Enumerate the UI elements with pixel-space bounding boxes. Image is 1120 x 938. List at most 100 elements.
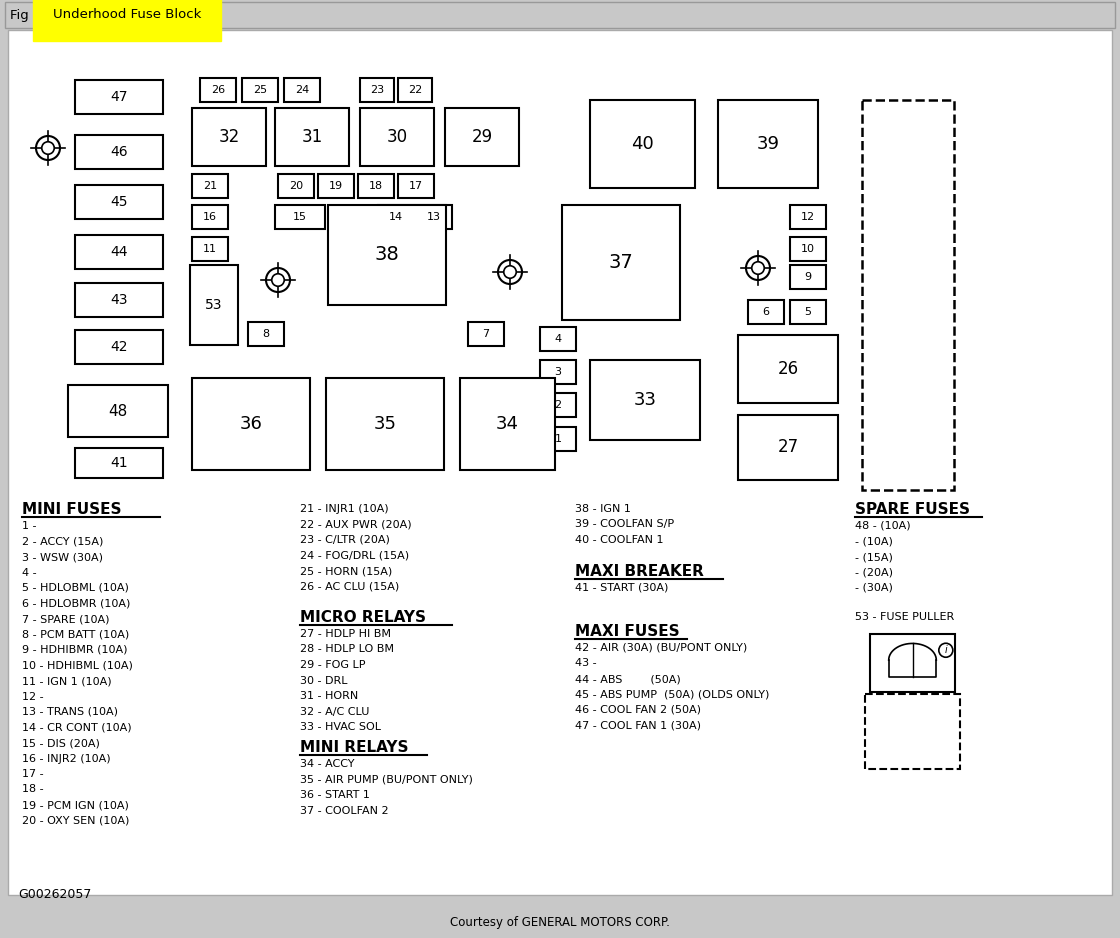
Bar	[276, 108, 349, 166]
Text: 47 - COOL FAN 1 (30A): 47 - COOL FAN 1 (30A)	[575, 720, 701, 731]
Text: 26 - AC CLU (15A): 26 - AC CLU (15A)	[300, 582, 399, 592]
Text: 9 - HDHIBMR (10A): 9 - HDHIBMR (10A)	[22, 645, 128, 655]
Text: 32 - A/C CLU: 32 - A/C CLU	[300, 706, 370, 717]
Text: 35 - AIR PUMP (BU/PONT ONLY): 35 - AIR PUMP (BU/PONT ONLY)	[300, 775, 473, 784]
Bar	[68, 385, 168, 437]
Text: 43 -: 43 -	[575, 658, 597, 669]
Text: 39 - COOLFAN S/P: 39 - COOLFAN S/P	[575, 520, 674, 529]
Text: 19 - PCM IGN (10A): 19 - PCM IGN (10A)	[22, 800, 129, 810]
Text: 26: 26	[211, 85, 225, 95]
Bar	[358, 174, 394, 198]
Bar	[398, 78, 432, 102]
Bar	[192, 378, 310, 470]
Bar	[278, 174, 314, 198]
Text: MICRO RELAYS: MICRO RELAYS	[300, 610, 426, 625]
Bar	[242, 78, 278, 102]
Text: 26: 26	[777, 360, 799, 378]
Text: Courtesy of GENERAL MOTORS CORP.: Courtesy of GENERAL MOTORS CORP.	[450, 916, 670, 929]
Text: SPARE FUSES: SPARE FUSES	[855, 502, 970, 517]
Bar	[590, 360, 700, 440]
Text: 24: 24	[295, 85, 309, 95]
Bar	[445, 108, 519, 166]
Bar	[75, 80, 164, 114]
Text: 37: 37	[608, 253, 634, 272]
Circle shape	[939, 643, 953, 658]
Circle shape	[272, 274, 284, 286]
Text: 40: 40	[632, 135, 654, 153]
Bar	[748, 300, 784, 324]
Text: 15 - DIS (20A): 15 - DIS (20A)	[22, 738, 100, 748]
Text: 2: 2	[554, 400, 561, 410]
Bar	[318, 174, 354, 198]
Text: 22: 22	[408, 85, 422, 95]
Text: 3 - WSW (30A): 3 - WSW (30A)	[22, 552, 103, 562]
Text: 13: 13	[427, 212, 441, 222]
Bar	[540, 393, 576, 417]
Bar	[192, 205, 228, 229]
Bar	[75, 185, 164, 219]
Text: 22 - AUX PWR (20A): 22 - AUX PWR (20A)	[300, 520, 412, 529]
Text: 11 - IGN 1 (10A): 11 - IGN 1 (10A)	[22, 676, 112, 686]
Bar	[718, 100, 818, 188]
Bar	[360, 78, 394, 102]
Bar	[360, 108, 435, 166]
Text: 31 - HORN: 31 - HORN	[300, 691, 358, 701]
Text: 33: 33	[634, 391, 656, 409]
Text: 2 - ACCY (15A): 2 - ACCY (15A)	[22, 537, 103, 547]
Text: 8 - PCM BATT (10A): 8 - PCM BATT (10A)	[22, 629, 129, 640]
FancyBboxPatch shape	[10, 46, 970, 502]
Text: - (30A): - (30A)	[855, 583, 893, 593]
Text: - (20A): - (20A)	[855, 567, 893, 578]
Bar	[562, 205, 680, 320]
Text: 40 - COOLFAN 1: 40 - COOLFAN 1	[575, 535, 663, 545]
Text: 30: 30	[386, 128, 408, 146]
Bar	[75, 448, 164, 478]
Bar	[75, 135, 164, 169]
Text: 31: 31	[301, 128, 323, 146]
Bar	[398, 174, 435, 198]
Text: 5: 5	[804, 307, 812, 317]
Text: 28 - HDLP LO BM: 28 - HDLP LO BM	[300, 644, 394, 655]
Text: 19: 19	[329, 181, 343, 191]
Bar	[328, 205, 446, 305]
Bar	[862, 100, 954, 490]
Text: MINI FUSES: MINI FUSES	[22, 502, 121, 517]
Text: 25 - HORN (15A): 25 - HORN (15A)	[300, 566, 392, 576]
Bar	[790, 237, 825, 261]
Text: 47: 47	[110, 90, 128, 104]
Bar	[4, 2, 1116, 28]
Text: 41 - START (30A): 41 - START (30A)	[575, 583, 669, 593]
Circle shape	[746, 256, 771, 280]
Text: 25: 25	[253, 85, 267, 95]
Text: 23 - C/LTR (20A): 23 - C/LTR (20A)	[300, 535, 390, 545]
Text: 45 - ABS PUMP  (50A) (OLDS ONLY): 45 - ABS PUMP (50A) (OLDS ONLY)	[575, 689, 769, 700]
Text: 34 - ACCY: 34 - ACCY	[300, 759, 355, 769]
Text: 36: 36	[240, 415, 262, 433]
Bar	[190, 265, 237, 345]
Text: 17: 17	[409, 181, 423, 191]
Bar	[248, 322, 284, 346]
Text: 30 - DRL: 30 - DRL	[300, 675, 347, 686]
Text: 3: 3	[554, 367, 561, 377]
Text: 42: 42	[110, 340, 128, 354]
Text: 27 - HDLP HI BM: 27 - HDLP HI BM	[300, 629, 391, 639]
Text: 53: 53	[205, 298, 223, 312]
Bar	[468, 322, 504, 346]
Text: 14: 14	[389, 212, 403, 222]
Bar	[790, 205, 825, 229]
Text: - (15A): - (15A)	[855, 552, 893, 562]
Circle shape	[498, 260, 522, 284]
Text: 8: 8	[262, 329, 270, 339]
Text: 45: 45	[110, 195, 128, 209]
Text: 6 - HDLOBMR (10A): 6 - HDLOBMR (10A)	[22, 598, 130, 609]
Text: i: i	[944, 645, 948, 656]
Text: 38 - IGN 1: 38 - IGN 1	[575, 504, 631, 514]
Text: 41: 41	[110, 456, 128, 470]
Text: 7: 7	[483, 329, 489, 339]
Text: 10 - HDHIBML (10A): 10 - HDHIBML (10A)	[22, 660, 133, 671]
Bar	[865, 694, 960, 769]
Text: 32: 32	[218, 128, 240, 146]
Text: 46: 46	[110, 145, 128, 159]
Text: 9: 9	[804, 272, 812, 282]
Text: MAXI BREAKER: MAXI BREAKER	[575, 564, 703, 579]
